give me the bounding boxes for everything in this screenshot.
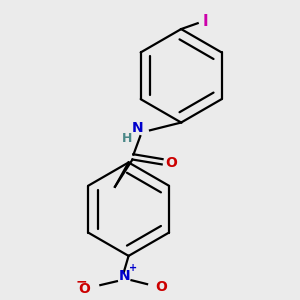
Text: N: N <box>132 122 143 135</box>
Text: N: N <box>119 269 130 283</box>
Text: +: + <box>129 262 137 273</box>
Text: H: H <box>122 132 133 145</box>
Text: O: O <box>166 156 178 170</box>
Text: O: O <box>79 282 91 296</box>
Text: −: − <box>75 274 87 288</box>
Text: O: O <box>155 280 167 294</box>
Text: I: I <box>202 14 208 29</box>
